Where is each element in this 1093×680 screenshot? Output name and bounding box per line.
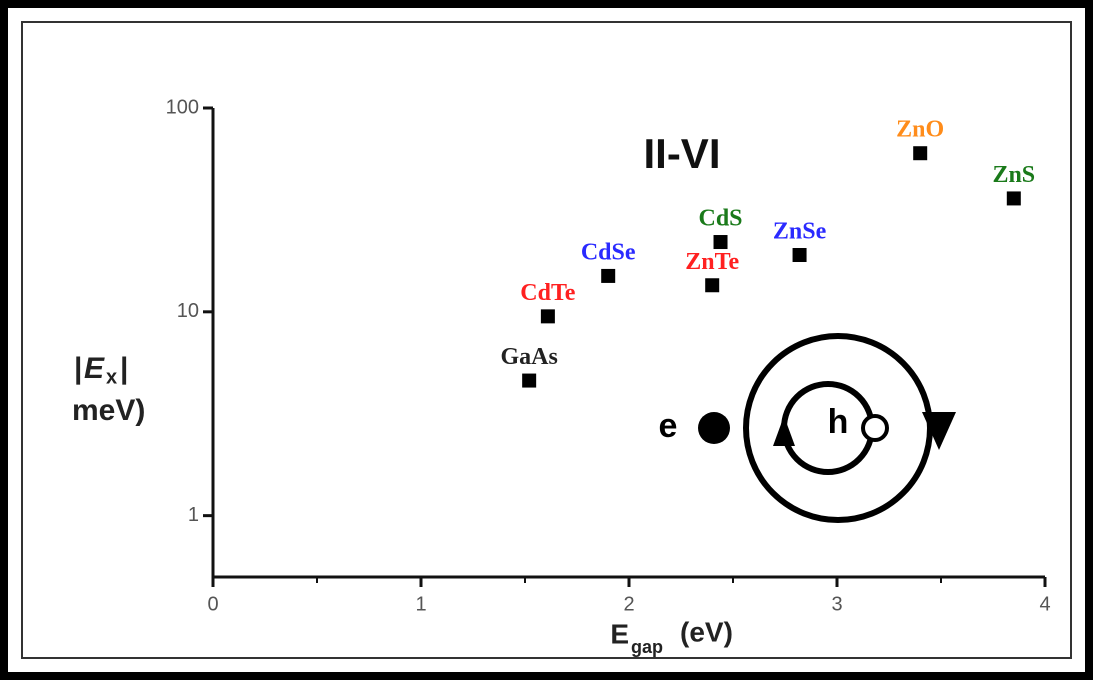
point-label: CdSe <box>581 239 636 265</box>
point <box>705 278 719 292</box>
y-label: E <box>84 352 105 385</box>
point-label: ZnTe <box>685 249 739 275</box>
point-label: CdS <box>699 206 743 232</box>
point-label: ZnSe <box>773 219 827 245</box>
electron <box>698 412 730 444</box>
x-label: E <box>610 618 629 649</box>
y-label-close: | <box>120 352 128 385</box>
x-tick-label: 3 <box>831 593 842 615</box>
point-label: CdTe <box>520 280 575 306</box>
point-label: GaAs <box>500 344 557 370</box>
x-label-sub: gap <box>631 637 663 657</box>
point <box>1007 191 1021 205</box>
electron-label: e <box>659 407 678 445</box>
annotation: II-VI <box>643 130 720 177</box>
y-tick-label: 1 <box>188 504 199 526</box>
chart: II-VI e h E gap (eV) | E x | meV) 110100… <box>0 0 1093 680</box>
x-label-unit: (eV) <box>680 616 733 647</box>
point <box>714 235 728 249</box>
point-label: ZnS <box>992 162 1035 188</box>
x-tick-label: 0 <box>207 593 218 615</box>
x-tick-label: 4 <box>1039 593 1050 615</box>
hole <box>863 416 887 440</box>
y-label-sub: x <box>106 366 117 388</box>
y-label-open: | <box>74 352 82 385</box>
y-tick-label: 10 <box>177 300 199 322</box>
x-tick-label: 2 <box>623 593 634 615</box>
point-label: ZnO <box>896 117 944 143</box>
y-label-unit: meV) <box>72 394 145 427</box>
point <box>522 374 536 388</box>
hole-label: h <box>828 403 849 441</box>
y-tick-label: 100 <box>166 96 199 118</box>
point <box>913 146 927 160</box>
x-tick-label: 1 <box>415 593 426 615</box>
point <box>541 309 555 323</box>
point <box>793 248 807 262</box>
point <box>601 269 615 283</box>
